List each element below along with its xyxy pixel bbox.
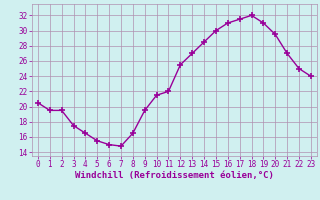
X-axis label: Windchill (Refroidissement éolien,°C): Windchill (Refroidissement éolien,°C): [75, 171, 274, 180]
